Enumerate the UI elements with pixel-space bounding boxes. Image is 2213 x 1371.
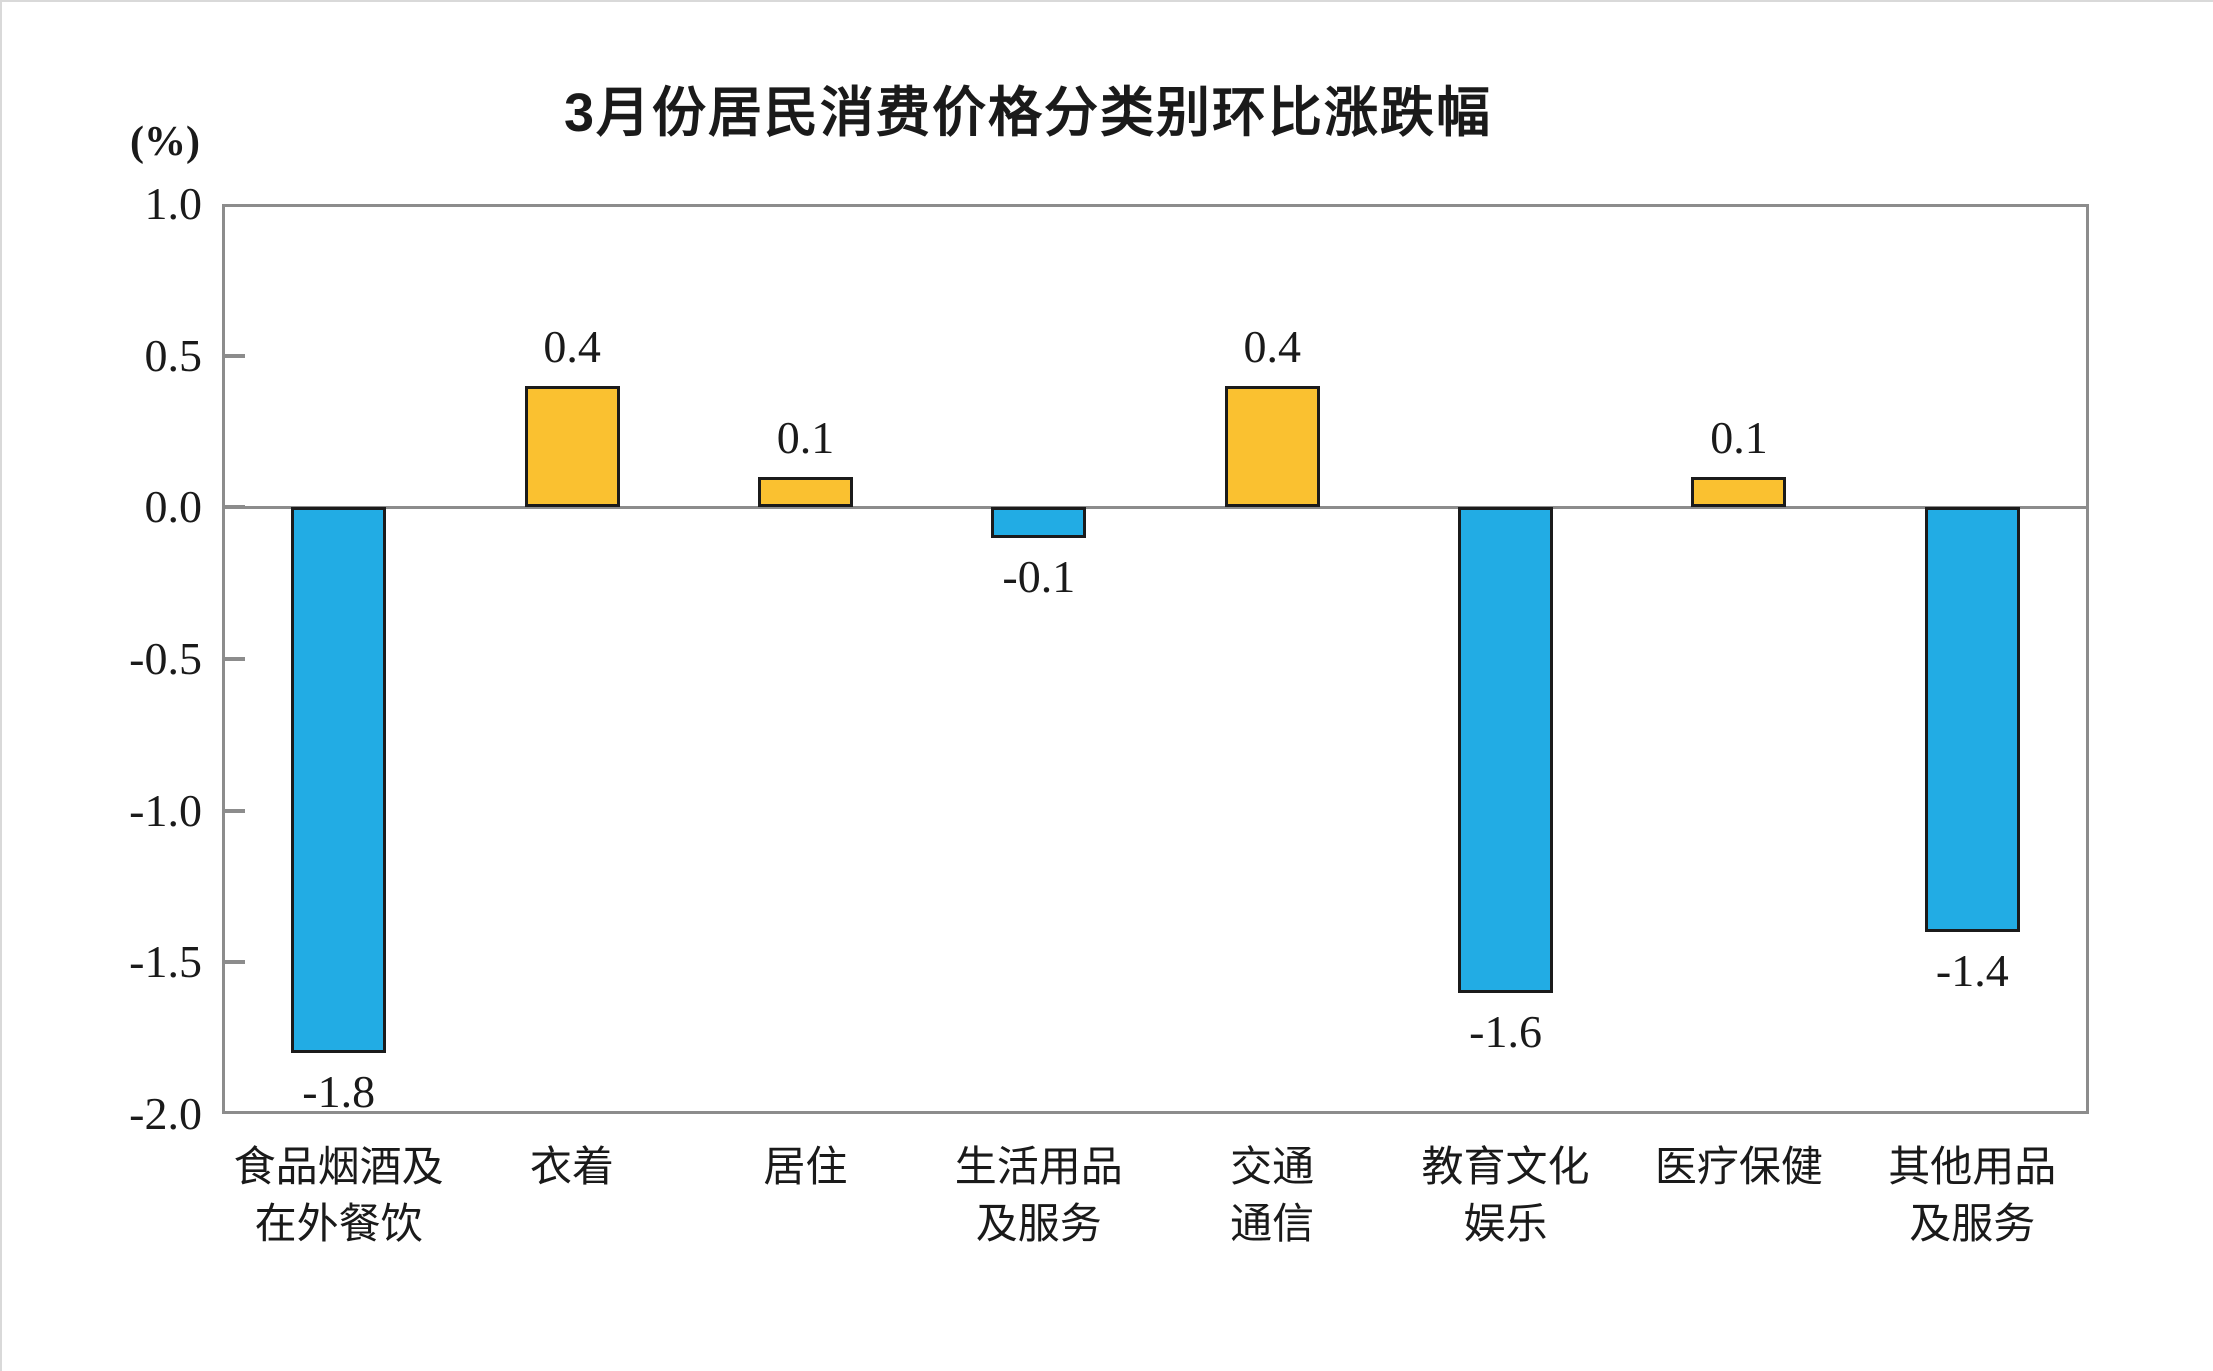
category-label: 交通 通信 [1230,1145,1315,1248]
category-label: 居住 [763,1145,848,1191]
y-axis-unit-label: (%) [130,119,200,165]
bar-其他用品及服务 [1924,507,2020,932]
y-tick-mark [225,657,245,661]
category-label: 教育文化 娱乐 [1421,1145,1590,1248]
y-tick-label: -1.5 [129,936,202,988]
category-label: 其他用品 及服务 [1888,1145,2057,1248]
bar-居住 [757,477,853,508]
y-tick-label: 1.0 [144,178,203,229]
zero-axis-line [222,506,2089,510]
y-tick-label: 0.5 [144,329,203,381]
bar-交通通信 [1224,386,1320,508]
y-tick-mark [225,960,245,965]
bar-生活用品及服务 [991,507,1087,538]
category-label: 食品烟酒及 在外餐饮 [233,1145,444,1248]
bar-value-label: 0.4 [543,321,601,372]
bar-value-label: 0.1 [776,412,835,463]
plot-area [222,204,2089,1114]
bar-value-label: -1.6 [1469,1005,1542,1057]
bar-value-label: -0.1 [1002,550,1076,602]
bar-value-label: 0.4 [1243,321,1301,372]
chart-title: 3月份居民消费价格分类别环比涨跌幅 [563,83,1493,143]
y-tick-label: -2.0 [129,1088,202,1139]
y-tick-label: 0.0 [144,481,203,533]
bar-教育文化娱乐 [1458,507,1554,993]
category-label: 医疗保健 [1654,1145,1823,1191]
y-tick-mark [225,353,245,358]
bar-value-label: -1.8 [302,1066,376,1118]
y-tick-label: -1.0 [129,784,202,836]
y-tick-mark [225,808,245,813]
category-label: 生活用品 及服务 [954,1145,1123,1248]
bar-value-label: 0.1 [1710,412,1768,463]
bar-value-label: -1.4 [1935,945,2009,996]
y-tick-mark [225,505,245,510]
bar-食品烟酒及在外餐饮 [291,507,387,1054]
y-tick-label: -0.5 [129,633,202,684]
bar-衣着 [524,386,620,508]
bar-医疗保健 [1691,477,1787,508]
category-label: 衣着 [530,1145,615,1191]
